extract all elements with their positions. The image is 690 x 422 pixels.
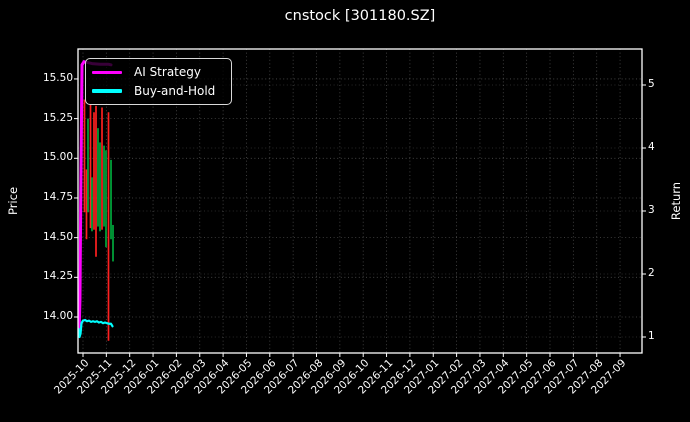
legend-item-ai-strategy: AI Strategy [92,63,225,81]
legend-label-buy-and-hold: Buy-and-Hold [134,83,216,98]
chart-title: cnstock [301180.SZ] [284,8,436,24]
price-tick-label: 14.00 [42,310,73,322]
ai-strategy-line-icon [92,70,122,74]
price-tick-label: 14.50 [42,230,73,243]
return-tick-label: 3 [648,204,655,216]
return-tick-label: 2 [648,267,655,279]
buy-and-hold-line-icon [92,89,122,93]
price-tick-label: 15.25 [42,111,73,124]
price-tick-label: 14.25 [42,270,73,283]
legend-item-buy-and-hold: Buy-and-Hold [92,82,225,100]
return-tick-label: 5 [648,78,655,90]
return-axis-label: Return [669,181,683,221]
plot-frame [77,48,643,354]
buy-and-hold-line [77,318,114,339]
price-axis-label: Price [6,186,20,216]
price-tick-label: 15.50 [42,71,73,84]
return-tick-label: 1 [648,330,655,342]
legend-label-ai-strategy: AI Strategy [134,65,201,80]
price-tick-label: 15.00 [42,151,73,164]
price-tick-label: 14.75 [42,190,73,203]
legend: AI Strategy Buy-and-Hold [85,58,232,105]
return-tick-label: 4 [648,141,655,153]
